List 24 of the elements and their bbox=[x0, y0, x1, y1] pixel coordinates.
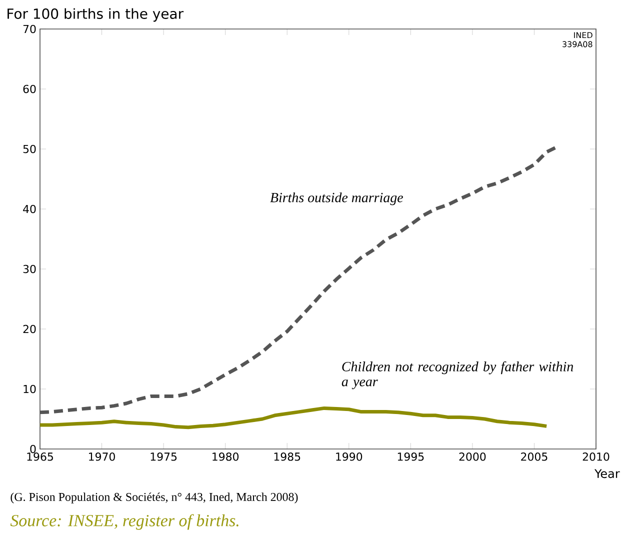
y-tick-label: 0 bbox=[30, 444, 36, 454]
x-axis-title: Year bbox=[594, 469, 620, 478]
y-tick-label: 30 bbox=[23, 264, 36, 274]
y-tick-label: 50 bbox=[23, 144, 36, 154]
y-axis-title: For 100 births in the year bbox=[8, 8, 184, 22]
y-tick-label: 60 bbox=[23, 84, 36, 94]
x-tick-label: 1965 bbox=[27, 452, 53, 461]
series-label: Births outside marriage bbox=[270, 192, 403, 206]
x-tick-label: 1975 bbox=[150, 452, 177, 461]
x-tick-label: 2010 bbox=[582, 452, 610, 461]
y-tick-label: 70 bbox=[23, 24, 36, 34]
text: (G. Pison Population & Sociétés, n° 443, Ined, March 2008) bbox=[10, 492, 298, 504]
y-tick-label: 20 bbox=[23, 324, 36, 334]
series-label: Children not recognized by father within a year bbox=[342, 361, 574, 390]
x-tick-label: 2005 bbox=[521, 452, 548, 461]
x-tick-label: 1970 bbox=[89, 452, 115, 461]
x-tick-label: 2000 bbox=[459, 452, 486, 461]
x-tick-label: 1990 bbox=[336, 452, 362, 461]
y-tick-label: 40 bbox=[23, 204, 36, 214]
y-tick-label: 10 bbox=[24, 384, 36, 394]
x-tick-label: 1985 bbox=[274, 452, 300, 461]
source-note: Source: INSEE, register of births. bbox=[10, 514, 238, 530]
x-tick-label: 1980 bbox=[212, 452, 239, 461]
x-tick-label: 1995 bbox=[398, 452, 424, 461]
